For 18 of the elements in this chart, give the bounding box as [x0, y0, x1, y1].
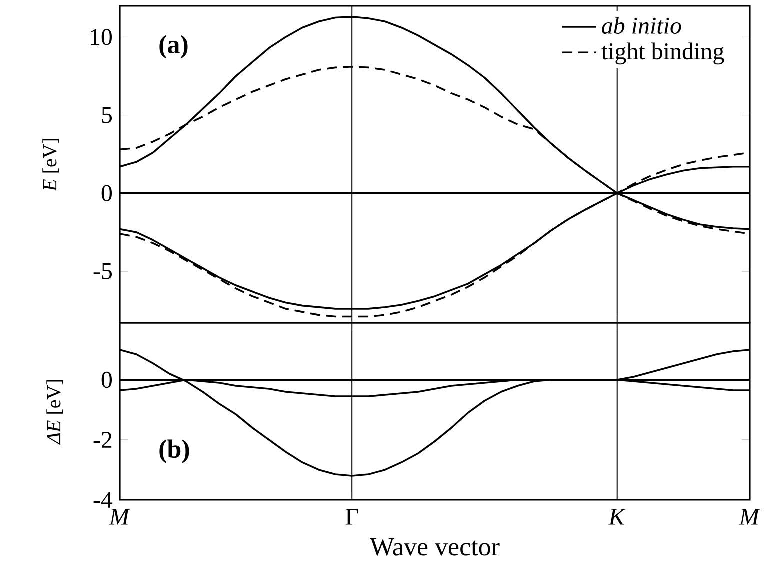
y-tick-label: -4: [94, 492, 113, 508]
x-tick-label: M: [109, 509, 131, 525]
x-tick-label: K: [608, 509, 626, 525]
legend-label: ab initio: [602, 17, 682, 34]
x-tick-label: M: [739, 509, 761, 525]
y-tick-label: 0: [102, 185, 112, 202]
y-axis-title: ΔE [eV]: [46, 380, 64, 445]
x-tick-label: Γ: [346, 509, 358, 525]
y-axis-title: E [eV]: [42, 139, 60, 192]
legend-label: tight binding: [602, 42, 724, 65]
y-tick-label: 0: [102, 372, 112, 388]
y-tick-label: -5: [94, 263, 112, 280]
y-tick-label: -2: [94, 432, 112, 448]
y-tick-label: 5: [102, 107, 112, 124]
y-tick-label: 10: [91, 29, 112, 46]
annotation: (a): [160, 35, 188, 59]
annotation: (b): [160, 440, 190, 464]
x-axis-title: Wave vector: [370, 538, 500, 556]
